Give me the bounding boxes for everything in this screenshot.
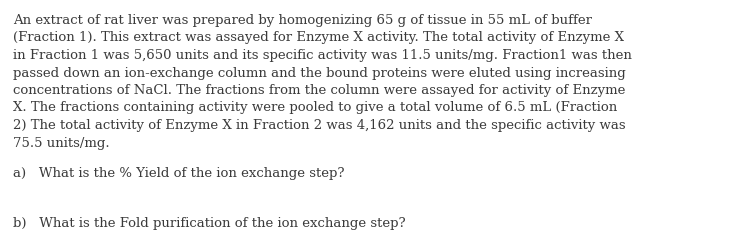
Text: a)   What is the % Yield of the ion exchange step?: a) What is the % Yield of the ion exchan… (13, 167, 345, 180)
Text: b)   What is the Fold purification of the ion exchange step?: b) What is the Fold purification of the … (13, 217, 405, 230)
Text: An extract of rat liver was prepared by homogenizing 65 g of tissue in 55 mL of : An extract of rat liver was prepared by … (13, 14, 632, 150)
